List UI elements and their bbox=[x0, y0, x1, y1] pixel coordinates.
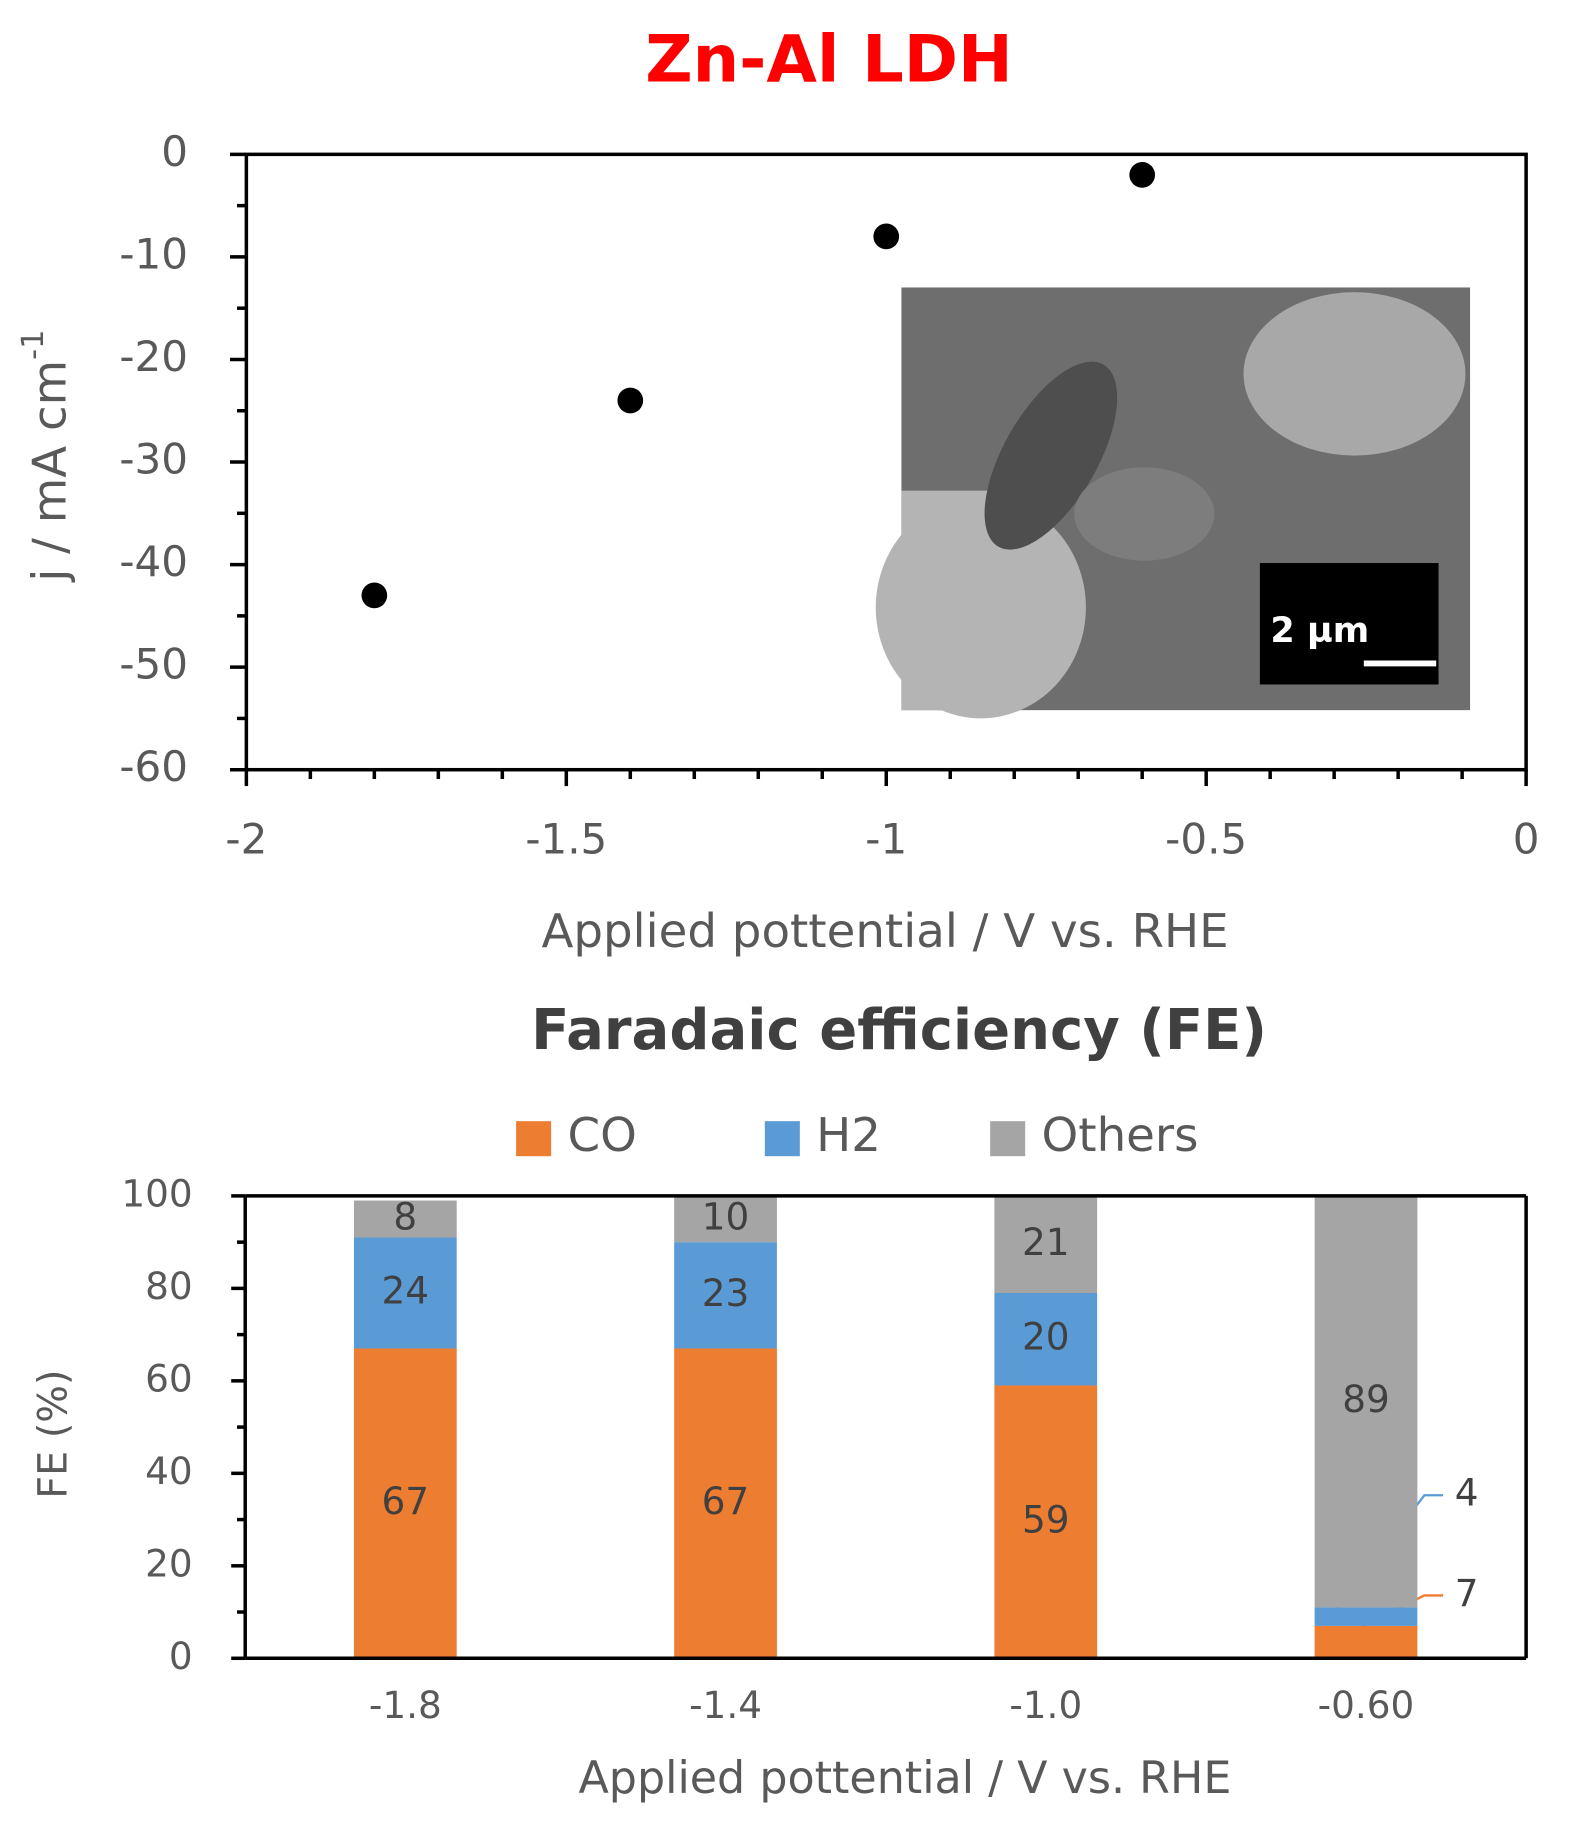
x-axis-label: Applied pottential / V vs. RHE bbox=[541, 905, 1228, 959]
y-tick-label: -50 bbox=[119, 640, 188, 689]
data-label: 21 bbox=[1022, 1220, 1070, 1264]
data-label: 59 bbox=[1022, 1497, 1070, 1541]
page: {"chart_data": [ {"type": "scatter", "ti… bbox=[0, 0, 1588, 1843]
y-axis-label: FE (%) bbox=[31, 1369, 77, 1498]
data-label: 20 bbox=[1022, 1315, 1070, 1359]
data-label: 10 bbox=[702, 1195, 750, 1239]
data-label: 67 bbox=[382, 1479, 430, 1523]
y-tick-label: 40 bbox=[145, 1449, 193, 1493]
data-label: 8 bbox=[393, 1195, 417, 1239]
legend-label: H2 bbox=[816, 1109, 881, 1163]
legend-swatch bbox=[516, 1121, 551, 1156]
legend-label: Others bbox=[1042, 1109, 1199, 1163]
x-tick-label: -1.4 bbox=[689, 1683, 762, 1727]
data-label: 67 bbox=[702, 1479, 750, 1523]
data-point bbox=[1129, 162, 1155, 188]
x-tick-label: -1.8 bbox=[369, 1683, 442, 1727]
chart-title: Faradaic efficiency (FE) bbox=[531, 998, 1267, 1063]
data-label: 89 bbox=[1342, 1377, 1390, 1421]
y-tick-label: 80 bbox=[145, 1264, 193, 1308]
y-tick-label: 60 bbox=[145, 1356, 193, 1400]
figure: Zn-Al LDH 2 µm Faradaic efficiency (FE) … bbox=[0, 0, 1588, 1843]
figure-title: Zn-Al LDH bbox=[645, 21, 1012, 97]
y-tick-label: -60 bbox=[119, 742, 188, 791]
legend-label: CO bbox=[567, 1109, 636, 1163]
legend-swatch bbox=[990, 1121, 1025, 1156]
y-tick-label: -20 bbox=[119, 332, 188, 381]
x-tick-label: -1.0 bbox=[1009, 1683, 1082, 1727]
y-tick-label: -30 bbox=[119, 435, 188, 484]
data-label: 7 bbox=[1455, 1571, 1479, 1615]
y-tick-label: 0 bbox=[169, 1634, 193, 1678]
y-tick-label: -10 bbox=[119, 229, 188, 278]
x-tick-label: -2 bbox=[225, 815, 267, 864]
y-tick-label: -40 bbox=[119, 537, 188, 586]
y-tick-label: 0 bbox=[161, 127, 188, 176]
bar-segment bbox=[1315, 1607, 1418, 1625]
data-label: 23 bbox=[702, 1271, 750, 1315]
y-axis-label-sup: -1 bbox=[15, 330, 50, 360]
x-tick-label: -1.5 bbox=[525, 815, 607, 864]
x-tick-label: -1 bbox=[865, 815, 907, 864]
y-tick-label: 20 bbox=[145, 1541, 193, 1585]
x-tick-label: -0.60 bbox=[1318, 1683, 1415, 1727]
data-point bbox=[362, 583, 388, 609]
y-tick-label: 100 bbox=[121, 1171, 192, 1215]
scale-bar-label: 2 µm bbox=[1270, 610, 1369, 651]
data-label: 24 bbox=[382, 1268, 430, 1312]
data-label: 4 bbox=[1455, 1471, 1479, 1515]
sem-inset: 2 µm bbox=[876, 287, 1470, 718]
x-axis-label: Applied pottential / V vs. RHE bbox=[578, 1753, 1231, 1804]
y-axis-label: j / mA cm-1 bbox=[15, 330, 77, 583]
bar-segment bbox=[1315, 1626, 1418, 1658]
data-point bbox=[873, 224, 899, 250]
y-axis-label-main: j / mA cm bbox=[23, 360, 77, 583]
x-tick-label: 0 bbox=[1513, 815, 1540, 864]
x-tick-label: -0.5 bbox=[1165, 815, 1247, 864]
legend-swatch bbox=[765, 1121, 800, 1156]
data-point bbox=[617, 388, 643, 414]
